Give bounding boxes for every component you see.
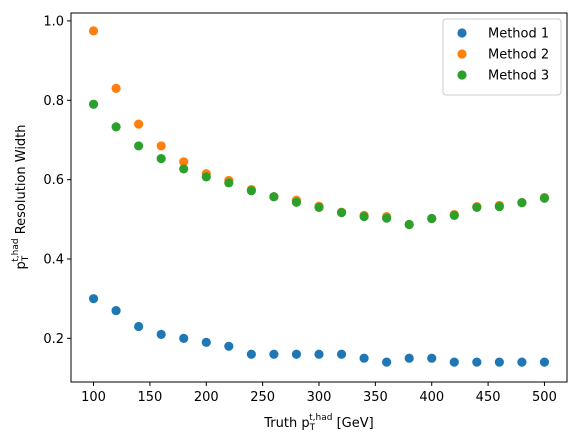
data-point	[269, 349, 279, 359]
x-tick-label: 500	[532, 390, 557, 405]
data-point	[314, 202, 324, 213]
data-point	[359, 353, 369, 363]
x-tick-label: 400	[419, 390, 444, 405]
data-point	[134, 321, 144, 332]
data-point	[179, 333, 189, 343]
data-point	[336, 207, 347, 218]
legend-label: Method 2	[488, 48, 549, 63]
data-point	[224, 341, 234, 351]
data-point	[179, 157, 189, 167]
legend-box	[442, 18, 562, 96]
legend-marker	[457, 28, 467, 38]
data-points	[88, 26, 550, 367]
y-axis-label-prefix: p	[14, 261, 29, 269]
data-point	[246, 349, 256, 359]
data-point	[494, 202, 504, 212]
x-tick-label: 350	[363, 390, 388, 405]
y-axis-ticks: 0.2 0.4 0.6 0.8 1.0	[43, 14, 71, 347]
data-point	[291, 349, 302, 359]
y-axis-label: pTt,had Resolution Width	[11, 124, 31, 269]
y-axis-label-suffix: Resolution Width	[14, 124, 29, 238]
x-tick-label: 200	[194, 390, 219, 405]
data-point	[269, 192, 279, 202]
x-axis-label-prefix: Truth p	[263, 416, 309, 431]
data-point	[382, 213, 392, 223]
x-tick-label: 250	[250, 390, 275, 405]
data-point	[156, 154, 166, 164]
data-point	[224, 178, 234, 188]
data-point	[517, 198, 527, 208]
data-point	[494, 357, 504, 367]
data-point	[88, 294, 99, 304]
y-tick-label: 1.0	[43, 14, 64, 29]
x-axis-label-subscript: T	[309, 423, 316, 433]
data-point	[156, 141, 166, 151]
x-tick-label: 100	[81, 390, 106, 405]
x-tick-label: 450	[476, 390, 501, 405]
data-point	[472, 202, 482, 213]
data-point	[359, 211, 369, 222]
y-tick-label: 0.8	[43, 94, 64, 109]
data-point	[111, 83, 121, 93]
data-point	[404, 353, 414, 363]
x-axis-label: Truth pTt,had [GeV]	[263, 413, 373, 433]
legend: Method 1 Method 2 Method 3	[442, 18, 562, 96]
y-tick-label: 0.2	[43, 332, 64, 347]
y-axis-label-superscript: t,had	[11, 238, 21, 261]
data-point	[246, 186, 256, 196]
data-point	[382, 357, 392, 367]
data-point	[156, 329, 166, 339]
data-point	[449, 210, 459, 220]
data-point	[539, 193, 550, 203]
data-point	[134, 141, 144, 151]
data-point	[88, 99, 99, 109]
legend-label: Method 3	[488, 69, 549, 84]
data-point	[134, 119, 144, 129]
data-point	[539, 357, 550, 367]
data-point	[111, 122, 121, 132]
series-3-points	[88, 99, 550, 230]
legend-label: Method 1	[488, 27, 549, 42]
legend-marker	[457, 49, 467, 59]
x-tick-label: 150	[137, 390, 162, 405]
x-axis-label-suffix: [GeV]	[332, 416, 373, 431]
y-axis-label-subscript: T	[21, 255, 31, 262]
data-point	[314, 349, 324, 359]
data-point	[427, 353, 437, 363]
data-point	[517, 357, 527, 367]
series-1-points	[88, 294, 550, 367]
data-point	[427, 213, 437, 224]
data-point	[179, 164, 189, 174]
x-axis-ticks: 100 150 200 250 300 350 400 450 500	[81, 382, 557, 405]
x-axis-label-superscript: t,had	[309, 413, 332, 423]
x-tick-label: 300	[307, 390, 332, 405]
legend-items: Method 1 Method 2 Method 3	[457, 27, 549, 84]
data-point	[404, 219, 414, 230]
y-tick-label: 0.6	[43, 173, 64, 188]
data-point	[201, 337, 211, 347]
data-point	[291, 197, 302, 207]
data-point	[449, 357, 459, 367]
plot-frame	[70, 12, 568, 383]
data-point	[201, 172, 211, 182]
data-point	[336, 349, 347, 359]
legend-marker	[457, 70, 467, 80]
data-point	[472, 357, 482, 367]
data-point	[111, 305, 121, 316]
y-tick-label: 0.4	[43, 253, 64, 268]
data-point	[88, 26, 99, 36]
